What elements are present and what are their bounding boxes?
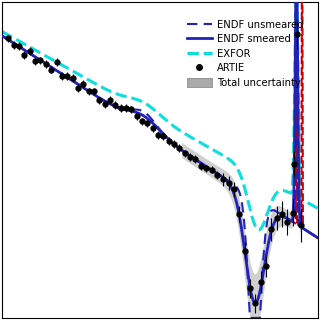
Legend: ENDF unsmeared, ENDF smeared, EXFOR, ARTIE, Total uncertainty: ENDF unsmeared, ENDF smeared, EXFOR, ART… (184, 17, 307, 91)
